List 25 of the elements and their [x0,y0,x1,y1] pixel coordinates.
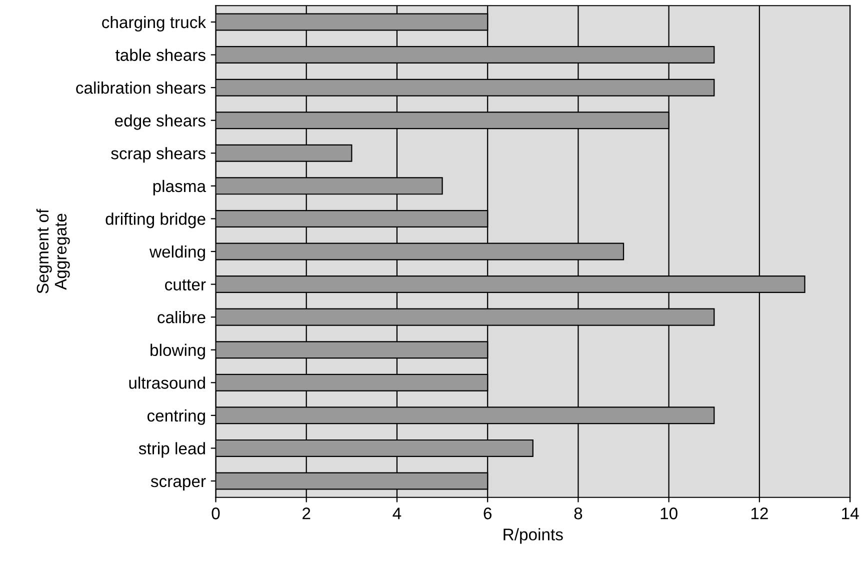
x-tick-label: 6 [484,508,492,520]
y-tick-label: blowing [150,344,205,360]
x-tick-label: 12 [751,508,768,520]
y-tick-label: charging truck [102,16,206,32]
x-axis-title: R/points [504,528,563,544]
y-axis-title: Segment of Aggregate [36,208,70,294]
y-tick-label: welding [149,245,205,261]
y-tick-label: cutter [165,280,206,290]
x-tick-label: 2 [302,508,310,520]
x-tick-label: 10 [660,508,678,520]
y-tick-label: plasma [153,180,206,196]
y-tick-label: scraper [150,478,206,490]
y-tick-label: table shears [115,48,206,61]
y-tick-label: centring [147,409,205,425]
y-tick-label: drifting bridge [106,212,206,228]
y-tick-label: calibration shears [76,82,206,94]
x-tick-label: 8 [574,508,582,520]
y-tick-label: ultrasound [129,376,205,389]
x-tick-label: 0 [212,508,220,520]
x-tick-label: 14 [842,508,859,520]
x-tick-label: 4 [392,508,402,520]
y-tick-label: strip lead [138,442,205,458]
y-tick-label: scrap shears [111,147,206,163]
y-tick-label: calibre [158,311,206,324]
y-tick-label: edge shears [115,114,206,130]
